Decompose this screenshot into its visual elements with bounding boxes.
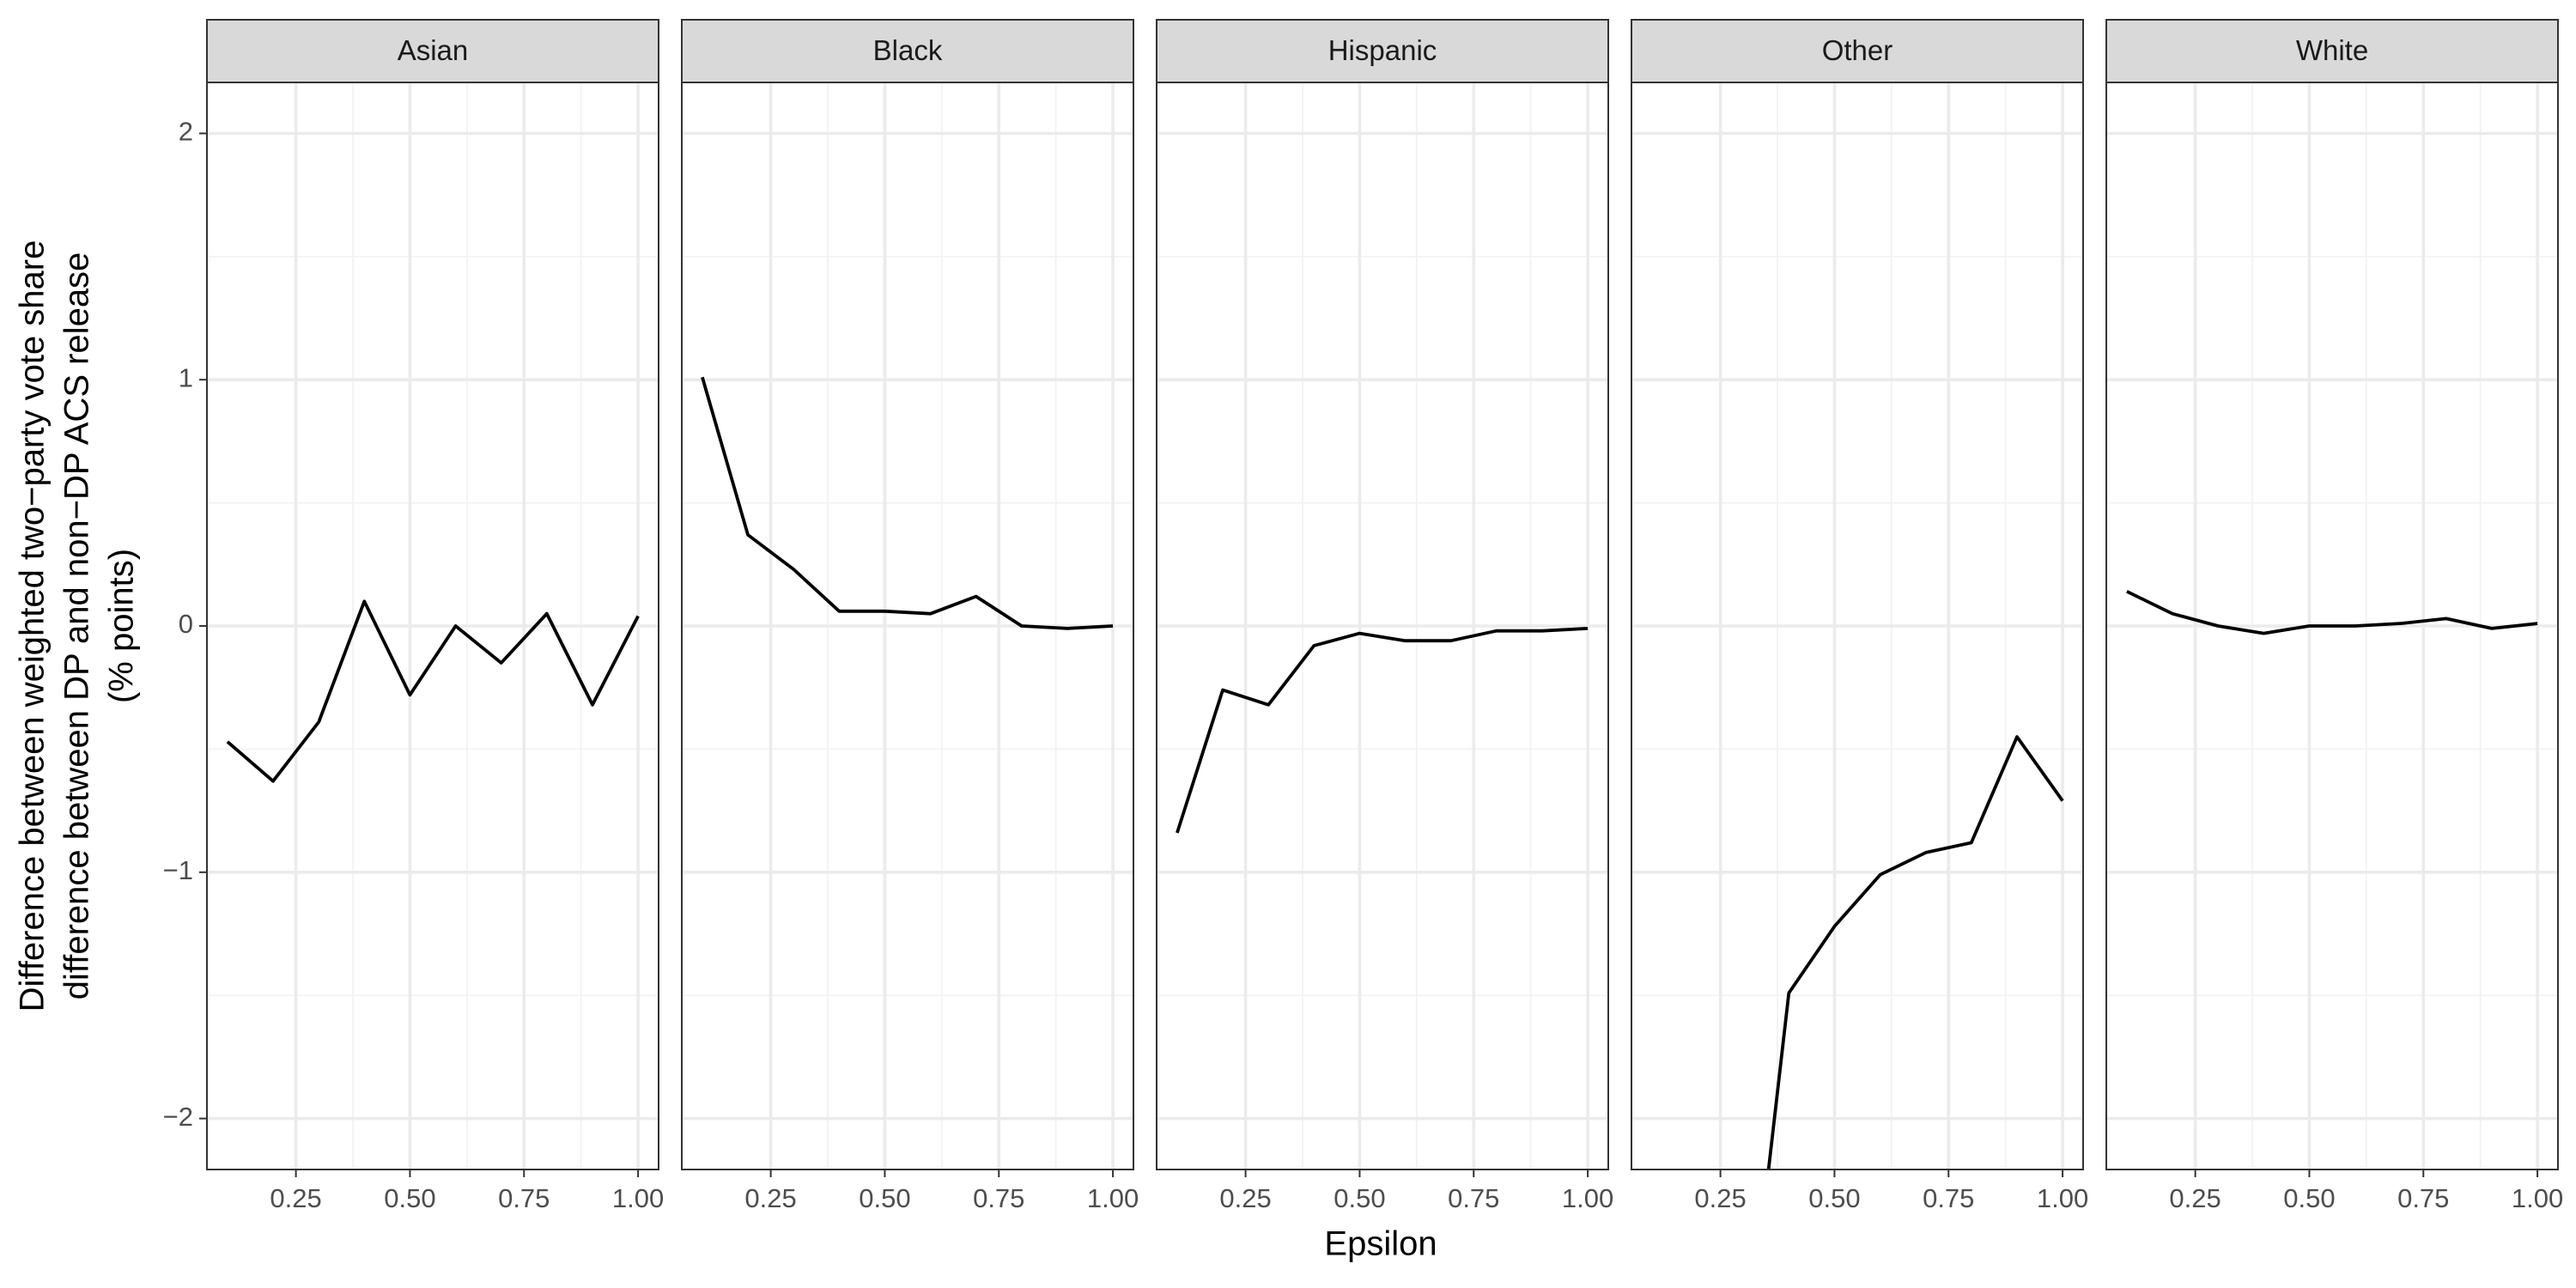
x-tick-label: 1.00	[2037, 1183, 2088, 1213]
x-tick-label: 0.50	[2283, 1183, 2335, 1213]
x-tick-label: 0.25	[270, 1183, 321, 1213]
x-tick-label: 0.75	[2397, 1183, 2449, 1213]
y-axis-title: (% points)	[103, 549, 141, 703]
line	[1766, 735, 2064, 1170]
x-tick-label: 0.75	[1923, 1183, 1974, 1213]
x-tick-label: 0.25	[1694, 1183, 1746, 1213]
x-tick-label: 0.75	[498, 1183, 550, 1213]
y-axis-title: difference between DP and non−DP ACS rel…	[58, 252, 96, 1000]
strip	[1156, 19, 1609, 83]
panel: White 0.25 0.50 0.75 1.00	[2105, 19, 2563, 1213]
line	[2126, 590, 2538, 635]
x-tick-label: 0.25	[744, 1183, 796, 1213]
x-tick-label: 0.50	[1334, 1183, 1385, 1213]
strip	[2105, 19, 2559, 83]
x-tick-label: 0.50	[384, 1183, 435, 1213]
y-tick-label: 1	[179, 362, 193, 392]
line	[226, 599, 640, 783]
line	[701, 376, 1114, 630]
panel: Hispanic 0.25 0.50 0.75 1.00	[1156, 19, 1613, 1213]
strip-label: White	[2296, 34, 2368, 66]
x-tick-label: 1.00	[2512, 1183, 2563, 1213]
x-tick-label: 1.00	[1562, 1183, 1613, 1213]
strip	[681, 19, 1134, 83]
x-axis-title: Epsilon	[1324, 1225, 1437, 1263]
y-axis-title: Difference between weighted two−party vo…	[14, 240, 52, 1012]
panel: Asian 0.25 0.50 0.75 1.00 −2 −1 0 1 2	[163, 19, 664, 1213]
y-tick-label: −1	[163, 855, 193, 885]
strip-label: Black	[873, 34, 943, 66]
line	[1176, 627, 1589, 834]
strip-label: Asian	[398, 34, 469, 66]
strip-label: Other	[1822, 34, 1893, 66]
strip-label: Hispanic	[1328, 34, 1437, 66]
x-tick-label: 1.00	[1087, 1183, 1139, 1213]
strip	[1631, 19, 2084, 83]
y-tick-label: 2	[179, 117, 193, 147]
x-tick-label: 0.75	[973, 1183, 1024, 1213]
strip	[206, 19, 659, 83]
x-tick-label: 0.25	[2169, 1183, 2221, 1213]
x-tick-label: 0.75	[1448, 1183, 1499, 1213]
x-tick-label: 0.25	[1219, 1183, 1271, 1213]
x-tick-label: 0.50	[859, 1183, 910, 1213]
y-tick-label: 0	[179, 609, 193, 639]
panel: Black 0.25 0.50 0.75 1.00	[681, 19, 1139, 1213]
x-tick-label: 0.50	[1808, 1183, 1860, 1213]
panel: Other 0.25 0.50 0.75 1.00	[1631, 19, 2088, 1213]
y-tick-label: −2	[163, 1102, 193, 1132]
x-tick-label: 1.00	[612, 1183, 664, 1213]
